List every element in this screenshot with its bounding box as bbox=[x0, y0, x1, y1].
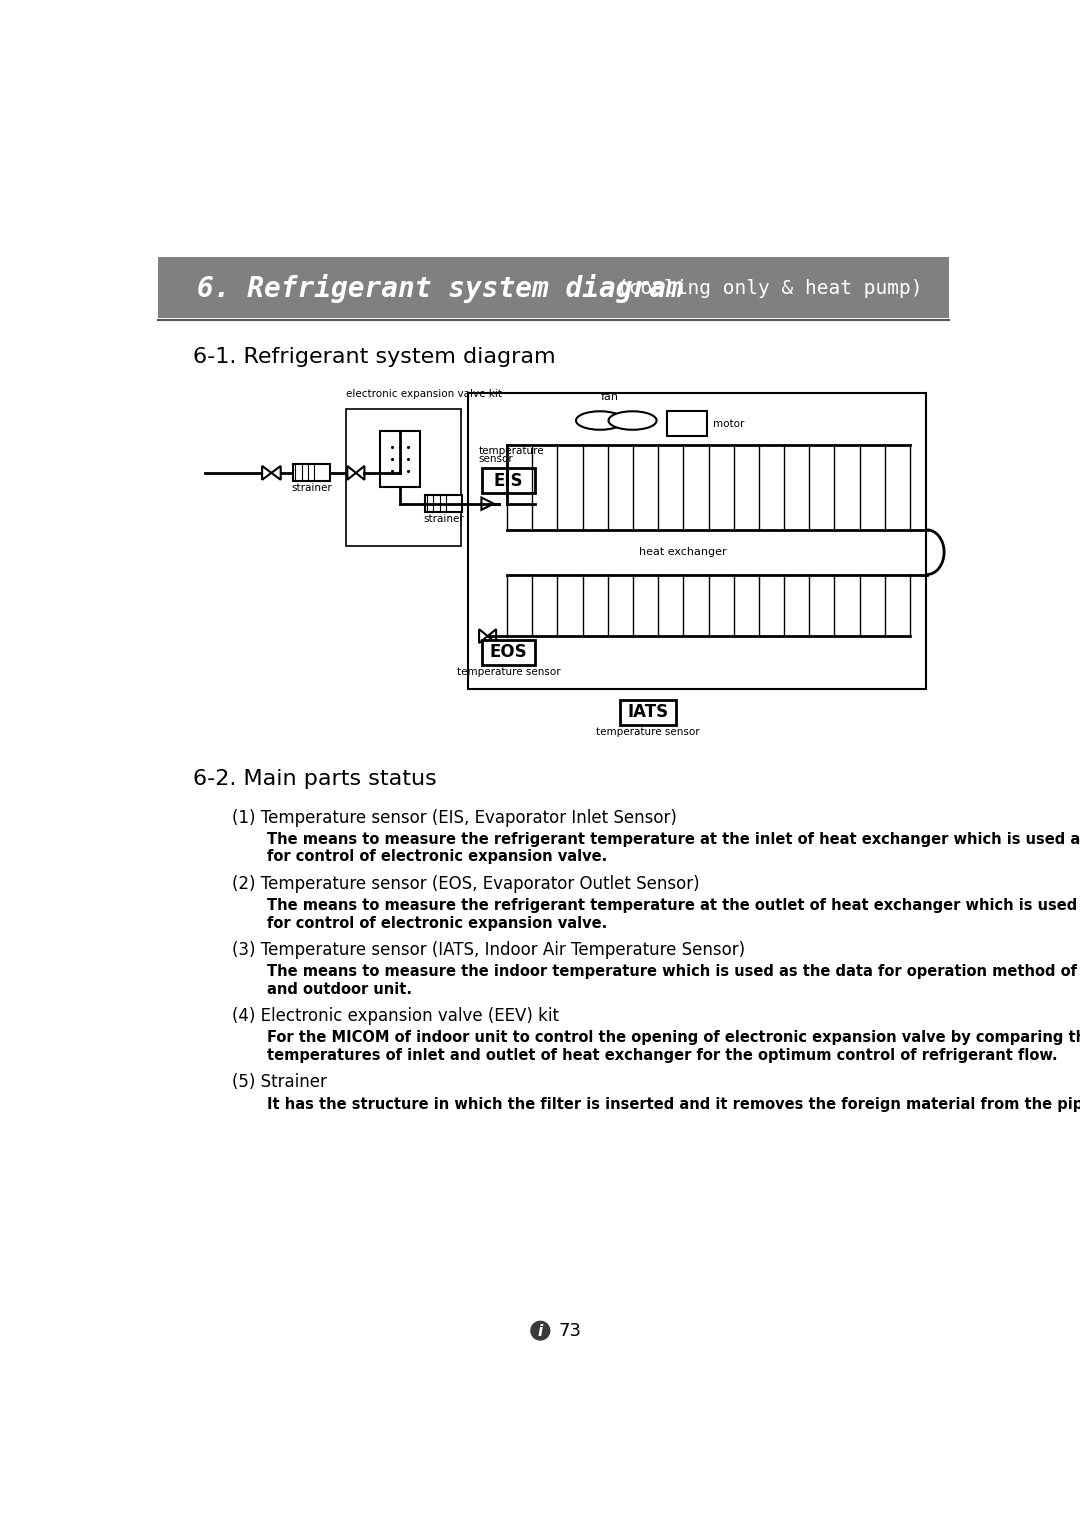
Text: electronic expansion valve kit: electronic expansion valve kit bbox=[346, 390, 502, 399]
Text: The means to measure the refrigerant temperature at the outlet of heat exchanger: The means to measure the refrigerant tem… bbox=[267, 898, 1080, 912]
Polygon shape bbox=[271, 466, 281, 480]
Text: (4) Electronic expansion valve (EEV) kit: (4) Electronic expansion valve (EEV) kit bbox=[232, 1007, 558, 1025]
Text: The means to measure the refrigerant temperature at the inlet of heat exchanger : The means to measure the refrigerant tem… bbox=[267, 831, 1080, 847]
Text: fan: fan bbox=[600, 393, 618, 402]
Bar bbox=[482, 640, 535, 665]
Bar bbox=[469, 393, 926, 689]
Bar bbox=[293, 465, 330, 481]
Text: (2) Temperature sensor (EOS, Evaporator Outlet Sensor): (2) Temperature sensor (EOS, Evaporator … bbox=[232, 876, 700, 892]
Polygon shape bbox=[348, 466, 356, 480]
Text: (1) Temperature sensor (EIS, Evaporator Inlet Sensor): (1) Temperature sensor (EIS, Evaporator … bbox=[232, 808, 677, 827]
Text: temperatures of inlet and outlet of heat exchanger for the optimum control of re: temperatures of inlet and outlet of heat… bbox=[267, 1048, 1057, 1063]
Text: 6. Refrigerant system diagram: 6. Refrigerant system diagram bbox=[197, 275, 683, 304]
Polygon shape bbox=[488, 630, 496, 643]
Polygon shape bbox=[356, 466, 364, 480]
Text: For the MICOM of indoor unit to control the opening of electronic expansion valv: For the MICOM of indoor unit to control … bbox=[267, 1030, 1080, 1045]
Ellipse shape bbox=[608, 411, 657, 429]
Text: temperature: temperature bbox=[478, 446, 544, 457]
Text: motor: motor bbox=[713, 419, 744, 428]
Text: EIS: EIS bbox=[494, 472, 524, 489]
Text: temperature sensor: temperature sensor bbox=[457, 668, 561, 677]
Text: temperature sensor: temperature sensor bbox=[596, 727, 700, 738]
Bar bbox=[620, 700, 676, 724]
Bar bbox=[380, 431, 420, 487]
Text: (cooling only & heat pump): (cooling only & heat pump) bbox=[617, 280, 922, 298]
Text: for control of electronic expansion valve.: for control of electronic expansion valv… bbox=[267, 850, 607, 865]
Text: strainer: strainer bbox=[292, 483, 332, 494]
Text: 73: 73 bbox=[559, 1322, 582, 1340]
Text: It has the structure in which the filter is inserted and it removes the foreign : It has the structure in which the filter… bbox=[267, 1097, 1080, 1111]
Text: heat exchanger: heat exchanger bbox=[638, 547, 727, 558]
Text: for control of electronic expansion valve.: for control of electronic expansion valv… bbox=[267, 915, 607, 931]
Text: 6-1. Refrigerant system diagram: 6-1. Refrigerant system diagram bbox=[193, 347, 556, 367]
Text: (3) Temperature sensor (IATS, Indoor Air Temperature Sensor): (3) Temperature sensor (IATS, Indoor Air… bbox=[232, 941, 745, 960]
Bar bbox=[424, 495, 462, 512]
Bar bbox=[666, 411, 707, 435]
Polygon shape bbox=[262, 466, 271, 480]
Text: EOS: EOS bbox=[489, 643, 527, 662]
Text: The means to measure the indoor temperature which is used as the data for operat: The means to measure the indoor temperat… bbox=[267, 964, 1080, 979]
Bar bbox=[346, 410, 460, 545]
Text: strainer: strainer bbox=[423, 513, 463, 524]
Bar bbox=[482, 468, 535, 494]
Text: and outdoor unit.: and outdoor unit. bbox=[267, 983, 411, 996]
Text: i: i bbox=[538, 1323, 543, 1339]
Bar bbox=[159, 257, 948, 318]
Text: IATS: IATS bbox=[627, 703, 669, 721]
Ellipse shape bbox=[576, 411, 624, 429]
Polygon shape bbox=[482, 498, 494, 510]
Text: sensor: sensor bbox=[478, 454, 513, 465]
Polygon shape bbox=[480, 630, 488, 643]
Circle shape bbox=[530, 1320, 551, 1340]
Text: 6-2. Main parts status: 6-2. Main parts status bbox=[193, 769, 437, 788]
Text: (5) Strainer: (5) Strainer bbox=[232, 1074, 327, 1091]
